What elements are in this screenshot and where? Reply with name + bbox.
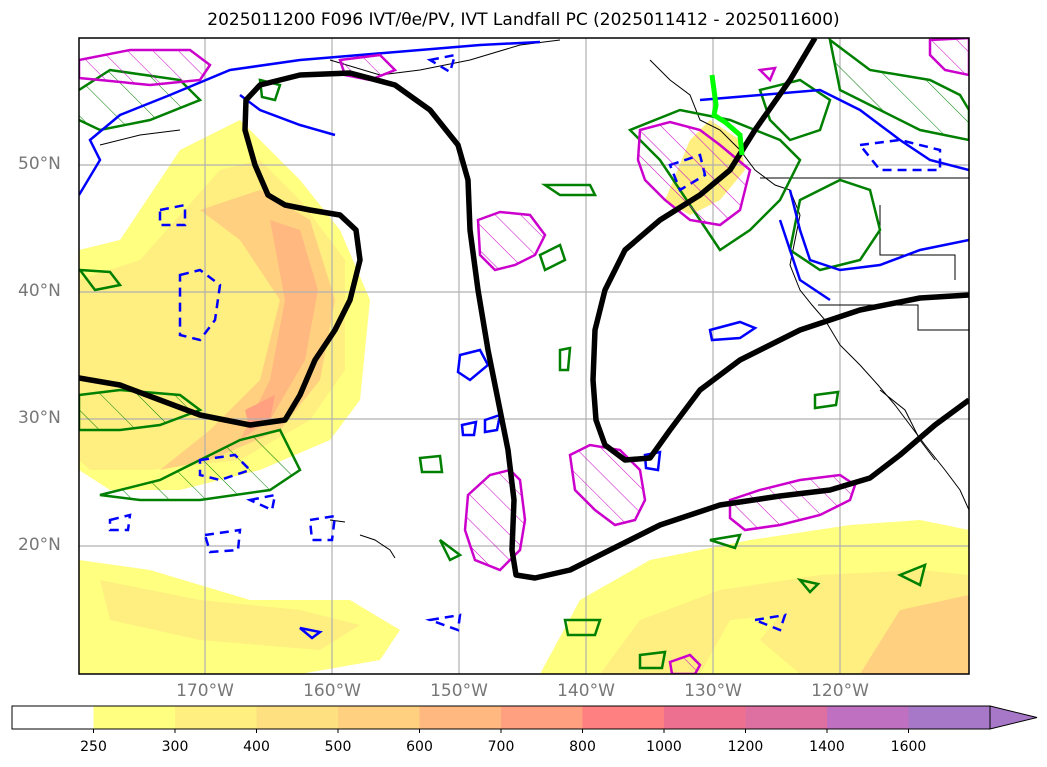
colorbar-extend-arrow: [989, 705, 1038, 730]
colorbar-segment: [93, 706, 176, 729]
lat-label-30n: 30°N: [18, 408, 61, 428]
colorbar-segment: [12, 706, 94, 729]
colorbar-tick-label: 1000: [646, 739, 682, 755]
plot-frame: [78, 37, 970, 675]
lat-label-40n: 40°N: [18, 281, 61, 301]
colorbar-segment: [908, 706, 991, 729]
lon-label-120w: 120°W: [811, 681, 869, 701]
colorbar-tick-label: 600: [406, 739, 433, 755]
lon-label-150w: 150°W: [430, 681, 488, 701]
blue-contours: [79, 40, 969, 640]
green-contours: [79, 38, 969, 670]
colorbar-tick-label: 250: [80, 739, 107, 755]
colorbar-segment: [664, 706, 746, 729]
lon-label-140w: 140°W: [557, 681, 615, 701]
colorbar-tick-label: 500: [324, 739, 352, 755]
colorbar-segment: [501, 706, 583, 729]
colorbar-segment: [175, 706, 257, 729]
lon-label-160w: 160°W: [303, 681, 361, 701]
colorbar-segment: [582, 706, 665, 729]
colorbar-tick-label: 400: [243, 739, 270, 755]
colorbar-segment: [338, 706, 420, 729]
lon-label-130w: 130°W: [684, 681, 742, 701]
colorbar-tick-label: 800: [569, 739, 596, 755]
graticule: [79, 38, 969, 674]
colorbar-segment: [419, 706, 502, 729]
lat-label-20n: 20°N: [18, 535, 61, 555]
colorbar-segment: [745, 706, 828, 729]
colorbar-tick-label: 1200: [727, 739, 764, 755]
colorbar-tick-label: 1400: [809, 739, 845, 755]
lat-label-50n: 50°N: [18, 154, 61, 174]
colorbar-segment: [256, 706, 339, 729]
coastline: [99, 39, 969, 559]
plot-area: [79, 38, 969, 674]
landfall-point-marker: [709, 74, 745, 156]
colorbar-tick-label: 1600: [890, 739, 927, 755]
figure-title: 2025011200 F096 IVT/θe/PV, IVT Landfall …: [207, 10, 840, 30]
colorbar-tick-label: 700: [487, 739, 515, 755]
colorbar-segment: [827, 706, 909, 729]
colorbar: [11, 705, 1038, 733]
theta-e-contours: [79, 38, 969, 581]
lon-label-170w: 170°W: [176, 681, 234, 701]
colorbar-tick-label: 300: [161, 739, 189, 755]
